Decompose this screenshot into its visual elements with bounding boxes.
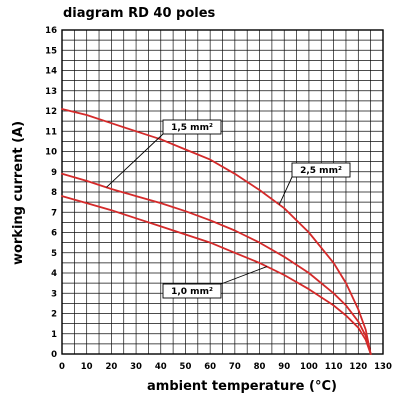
curves bbox=[61, 108, 372, 355]
series-labels: 1,5 mm² 2,5 mm² 1,0 mm² bbox=[106, 119, 351, 299]
y-tick-label: 1 bbox=[51, 330, 57, 340]
y-tick-label: 10 bbox=[45, 148, 57, 158]
label-leader-line bbox=[220, 266, 268, 285]
curve-2-5-mm bbox=[61, 108, 372, 355]
label-leader-line bbox=[106, 133, 164, 188]
series-label-box bbox=[162, 283, 222, 299]
x-tick-label: 120 bbox=[349, 362, 367, 372]
grid-lines bbox=[61, 29, 384, 355]
x-tick-label: 0 bbox=[59, 362, 65, 372]
y-tick-label: 2 bbox=[51, 310, 57, 320]
label-leader-line bbox=[278, 176, 293, 205]
x-axis-label: ambient temperature (°C) bbox=[147, 379, 337, 394]
x-tick-label: 20 bbox=[105, 362, 117, 372]
y-tick-label: 8 bbox=[51, 188, 57, 198]
curve-1-0-mm bbox=[61, 195, 372, 355]
y-tick-label: 0 bbox=[51, 350, 57, 360]
series-label-2-5-mm: 2,5 mm² bbox=[300, 166, 342, 176]
x-tick-label: 60 bbox=[204, 362, 216, 372]
x-tick-label: 30 bbox=[130, 362, 142, 372]
y-tick-label: 12 bbox=[45, 107, 57, 117]
x-tick-label: 40 bbox=[155, 362, 167, 372]
x-tick-label: 10 bbox=[81, 362, 93, 372]
y-tick-label: 9 bbox=[51, 168, 57, 178]
series-label-1-5-mm: 1,5 mm² bbox=[171, 123, 213, 133]
x-tick-label: 70 bbox=[229, 362, 241, 372]
y-tick-label: 7 bbox=[51, 208, 57, 218]
y-tick-label: 16 bbox=[45, 26, 57, 36]
y-tick-label: 3 bbox=[51, 289, 57, 299]
y-tick-label: 15 bbox=[45, 46, 57, 56]
chart-title: diagram RD 40 poles bbox=[63, 6, 216, 21]
curve-1-5-mm bbox=[61, 172, 372, 355]
y-tick-label: 6 bbox=[51, 229, 57, 239]
series-label-1-0-mm: 1,0 mm² bbox=[171, 287, 213, 297]
series-label-box bbox=[291, 162, 351, 178]
y-tick-label: 11 bbox=[45, 127, 57, 137]
x-tick-label: 110 bbox=[325, 362, 343, 372]
y-tick-label: 13 bbox=[45, 87, 57, 97]
series-label-box bbox=[162, 119, 222, 135]
y-tick-label: 4 bbox=[51, 269, 57, 279]
x-tick-label: 80 bbox=[254, 362, 266, 372]
y-axis-label: working current (A) bbox=[11, 121, 26, 265]
x-tick-label: 90 bbox=[278, 362, 290, 372]
y-tick-label: 14 bbox=[45, 67, 57, 77]
y-tick-label: 5 bbox=[51, 249, 57, 259]
plot-frame bbox=[61, 29, 384, 355]
x-tick-labels: 0 10 20 30 40 50 60 70 80 90 100 110 120 130 bbox=[59, 362, 392, 372]
x-tick-label: 100 bbox=[300, 362, 318, 372]
x-tick-label: 50 bbox=[180, 362, 192, 372]
x-tick-label: 130 bbox=[374, 362, 392, 372]
